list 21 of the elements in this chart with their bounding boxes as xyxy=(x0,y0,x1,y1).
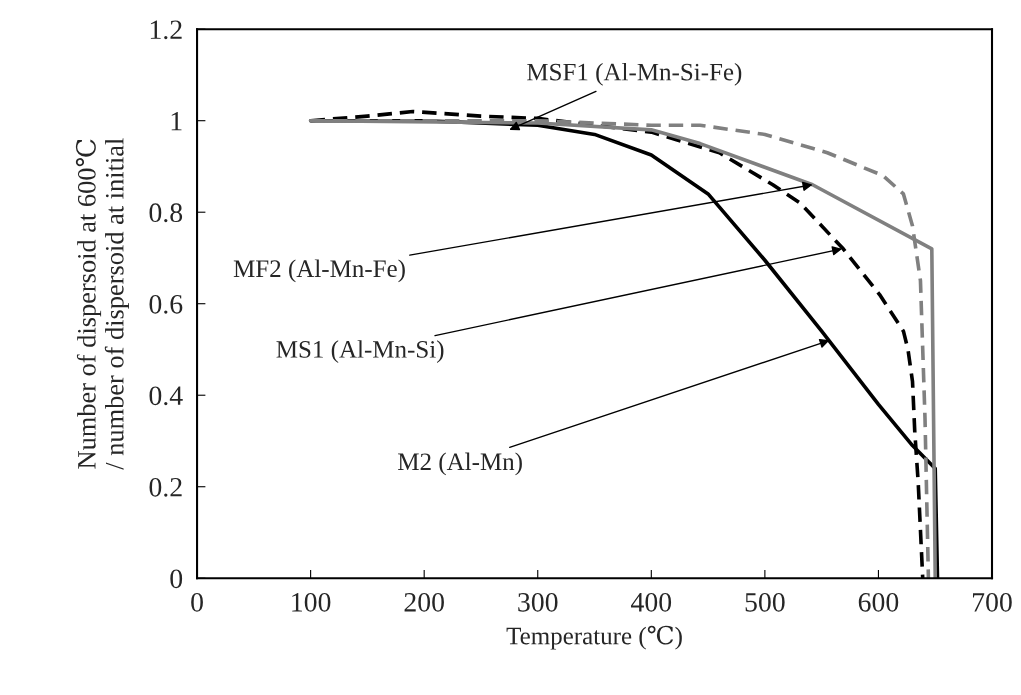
x-tick-label: 500 xyxy=(745,592,785,612)
x-tick-label: 600 xyxy=(858,592,899,612)
x-tick-label: 400 xyxy=(631,592,672,612)
annotation: M2 (Al-Mn) xyxy=(398,452,522,476)
y-tick-label: 1.2 xyxy=(150,20,182,40)
x-tick-label: 300 xyxy=(518,592,558,612)
y-tick-label: 0.2 xyxy=(149,477,182,497)
annotation: MSF1 (Al-Mn-Si-Fe) xyxy=(527,62,742,86)
x-tick-label: 700 xyxy=(973,592,1012,612)
y-tick-label: 0.4 xyxy=(149,386,183,406)
y-tick-label: 0.8 xyxy=(149,203,183,223)
x-tick-label: 0 xyxy=(191,592,203,612)
y-tick-label: 1 xyxy=(171,112,182,131)
annotation: MS1 (Al-Mn-Si) xyxy=(276,340,444,363)
x-tick-label: 200 xyxy=(404,592,444,612)
x-tick-label: 100 xyxy=(292,592,331,612)
y-tick-label: 0.6 xyxy=(149,294,183,314)
y-axis-title: Number of dispersoid at 600℃ / number of dispersoid at initial xyxy=(75,138,129,470)
y-tick-label: 0 xyxy=(170,569,183,589)
x-axis-title: Temperature (℃) xyxy=(506,625,682,650)
annotation: MF2 (Al-Mn-Fe) xyxy=(233,259,405,283)
